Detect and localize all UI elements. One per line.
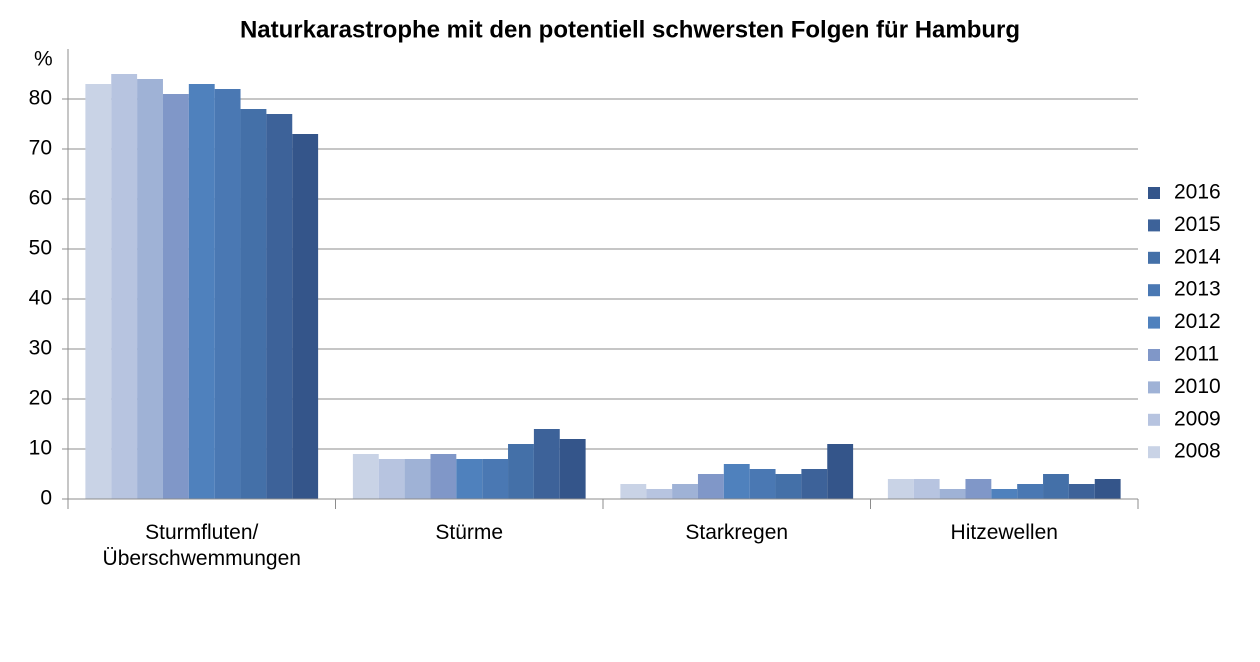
x-tick-label: Sturmfluten/ Überschwemmungen xyxy=(102,521,301,570)
legend-swatch xyxy=(1148,316,1160,329)
bar xyxy=(508,444,534,499)
legend-label: 2009 xyxy=(1174,407,1221,430)
bar xyxy=(697,474,724,499)
bar xyxy=(672,484,698,499)
legend-swatch xyxy=(1148,187,1160,199)
bar xyxy=(378,459,405,499)
bar xyxy=(1043,474,1069,499)
y-tick-label: 40 xyxy=(29,287,52,310)
legend-swatch xyxy=(1148,284,1160,297)
bar xyxy=(137,79,163,499)
y-axis-label: % xyxy=(34,48,53,71)
y-tick-label: 80 xyxy=(29,87,52,110)
bar xyxy=(214,89,241,499)
bar xyxy=(162,94,189,499)
bar xyxy=(430,454,457,499)
y-tick-label: 70 xyxy=(29,137,52,160)
y-tick-label: 10 xyxy=(29,437,52,460)
bar xyxy=(482,459,509,499)
legend-swatch xyxy=(1148,219,1160,232)
bar xyxy=(85,84,112,499)
legend-swatch xyxy=(1148,349,1160,361)
x-tick-label: Stürme xyxy=(435,521,504,544)
bar xyxy=(887,479,914,499)
legend-label: 2016 xyxy=(1174,181,1221,204)
legend-swatch xyxy=(1148,381,1160,394)
bar xyxy=(533,429,560,499)
legend-swatch xyxy=(1148,251,1160,264)
legend-swatch xyxy=(1148,413,1160,426)
bar xyxy=(749,469,776,499)
bar xyxy=(991,489,1018,499)
bar xyxy=(939,489,966,499)
legend-swatch xyxy=(1148,446,1160,459)
bar xyxy=(188,84,215,499)
legend-label: 2014 xyxy=(1174,245,1221,268)
legend-label: 2010 xyxy=(1174,375,1221,398)
y-tick-label: 20 xyxy=(29,387,52,410)
chart-title: Naturkarastrophe mit den potentiell schw… xyxy=(240,16,1020,43)
bar xyxy=(266,114,293,499)
y-tick-label: 30 xyxy=(29,337,52,360)
bar xyxy=(292,134,319,499)
bar xyxy=(1094,479,1121,499)
bar xyxy=(559,439,586,499)
bar xyxy=(913,479,940,499)
x-tick-label: Hitzewellen xyxy=(950,521,1058,544)
bar xyxy=(240,109,267,499)
bar xyxy=(775,474,802,499)
bar xyxy=(1068,484,1095,499)
bar xyxy=(620,484,647,499)
bar xyxy=(965,479,992,499)
legend-label: 2008 xyxy=(1174,440,1221,463)
bar xyxy=(456,459,483,499)
legend-label: 2013 xyxy=(1174,278,1221,301)
bar xyxy=(111,74,138,499)
legend-label: 2011 xyxy=(1174,343,1219,366)
x-tick-label: Starkregen xyxy=(685,521,789,544)
bar xyxy=(827,444,854,499)
y-tick-label: 60 xyxy=(29,187,52,210)
bar xyxy=(1017,484,1044,499)
bar xyxy=(801,469,828,499)
legend-label: 2012 xyxy=(1174,310,1221,333)
bar xyxy=(352,454,379,499)
legend-label: 2015 xyxy=(1174,213,1221,236)
bar xyxy=(723,464,750,499)
bar xyxy=(404,459,431,499)
y-tick-label: 50 xyxy=(29,237,52,260)
bar xyxy=(646,489,673,499)
y-tick-label: 0 xyxy=(40,487,52,510)
